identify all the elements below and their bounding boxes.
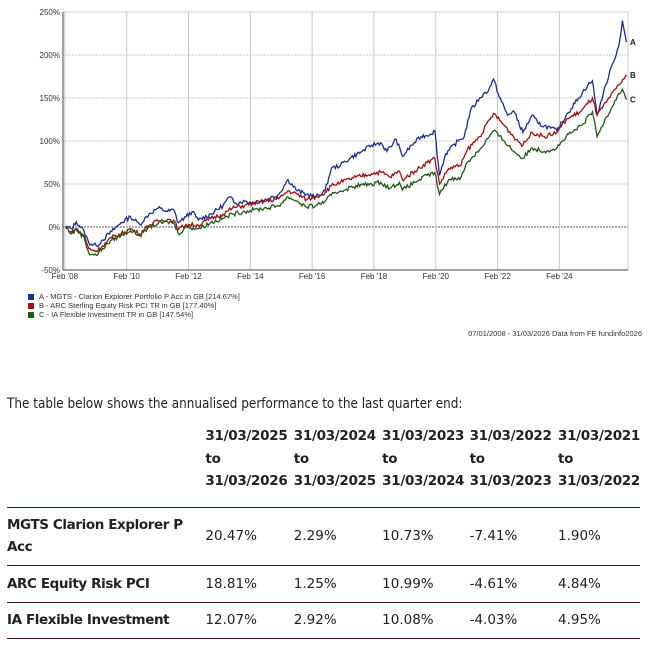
chart-legend: A - MGTS - Clarion Explorer Portfolio P … <box>28 292 240 319</box>
cell: -4.03% <box>469 612 518 628</box>
legend-item-c: C - IA Flexible Investment TR in GB [147… <box>28 310 240 319</box>
legend-label: A - MGTS - Clarion Explorer Portfolio P … <box>39 292 240 301</box>
x-tick-label: Feb '20 <box>423 272 450 281</box>
y-tick-label: 100% <box>40 137 60 146</box>
series-line-a <box>65 20 628 248</box>
cell: 2.29% <box>293 528 337 544</box>
series-end-label: A <box>630 38 636 47</box>
series-line-c <box>64 87 628 257</box>
cell: 10.73% <box>382 528 434 544</box>
series-end-label: B <box>630 71 636 80</box>
y-tick-label: -50% <box>41 266 60 275</box>
table-row: IA Flexible Investment 12.07% 2.92% 10.0… <box>7 602 640 638</box>
y-tick-label: 0% <box>48 223 60 232</box>
cell: 1.25% <box>293 575 337 592</box>
performance-table: 31/03/2025 to 31/03/2026 31/03/2024 to 31/03… <box>7 425 640 639</box>
legend-label: B - ARC Sterling Equity Risk PCI TR in G… <box>39 301 217 310</box>
cell: 10.08% <box>382 612 434 628</box>
legend-swatch <box>28 293 34 300</box>
cell: -7.41% <box>469 528 518 544</box>
x-tick-label: Feb '14 <box>237 272 264 281</box>
y-tick-label: 250% <box>40 8 60 17</box>
column-header: 31/03/2025 to 31/03/2026 <box>205 428 288 489</box>
table-row: ARC Equity Risk PCI 18.81% 1.25% 10.99% … <box>7 565 640 602</box>
cell: 12.07% <box>205 612 257 628</box>
header-blank <box>7 425 205 507</box>
table-header-row: 31/03/2025 to 31/03/2026 31/03/2024 to 31/03… <box>7 425 640 507</box>
cell: 2.92% <box>293 612 337 628</box>
cell: -4.61% <box>469 575 518 592</box>
source-note: 07/01/2008 - 31/03/2026 Data from FE fun… <box>468 329 642 338</box>
x-tick-label: Feb '22 <box>484 272 511 281</box>
performance-chart: -50% 0% 50% 100% 150% 200% 250% Feb '08 Feb '10 F… <box>40 8 636 281</box>
legend-swatch <box>28 302 34 309</box>
y-tick-label: 150% <box>40 94 60 103</box>
x-tick-label: Feb '18 <box>361 272 388 281</box>
series-end-label: C <box>630 96 636 105</box>
fund-name: MGTS Clarion Explorer P Acc <box>7 517 183 555</box>
legend-swatch <box>28 311 34 318</box>
legend-item-a: A - MGTS - Clarion Explorer Portfolio P … <box>28 292 240 301</box>
cell: 4.95% <box>557 612 601 628</box>
cell: 20.47% <box>205 528 257 544</box>
x-tick-label: Feb '16 <box>299 272 326 281</box>
column-header: 31/03/2024 to 31/03/2025 <box>293 428 376 489</box>
cell: 18.81% <box>205 575 257 592</box>
x-tick-label: Feb '08 <box>52 272 79 281</box>
fund-name: IA Flexible Investment <box>7 612 170 628</box>
x-tick-label: Feb '24 <box>546 272 573 281</box>
legend-label: C - IA Flexible Investment TR in GB [147… <box>39 310 194 319</box>
column-header: 31/03/2023 to 31/03/2024 <box>382 428 465 489</box>
column-header: 31/03/2021 to 31/03/2022 <box>557 428 640 489</box>
legend-item-b: B - ARC Sterling Equity Risk PCI TR in G… <box>28 301 240 310</box>
cell: 1.90% <box>557 528 601 544</box>
intro-text: The table below shows the annualised per… <box>7 396 463 412</box>
y-tick-label: 50% <box>44 180 60 189</box>
x-tick-label: Feb '10 <box>113 272 140 281</box>
column-header: 31/03/2022 to 31/03/2023 <box>469 428 552 489</box>
table-row: MGTS Clarion Explorer P Acc 20.47% 2.29%… <box>7 507 640 565</box>
cell: 4.84% <box>557 575 601 592</box>
fund-name: ARC Equity Risk PCI <box>7 575 150 592</box>
cell: 10.99% <box>382 575 434 592</box>
y-tick-label: 200% <box>40 51 60 60</box>
x-tick-label: Feb '12 <box>175 272 202 281</box>
